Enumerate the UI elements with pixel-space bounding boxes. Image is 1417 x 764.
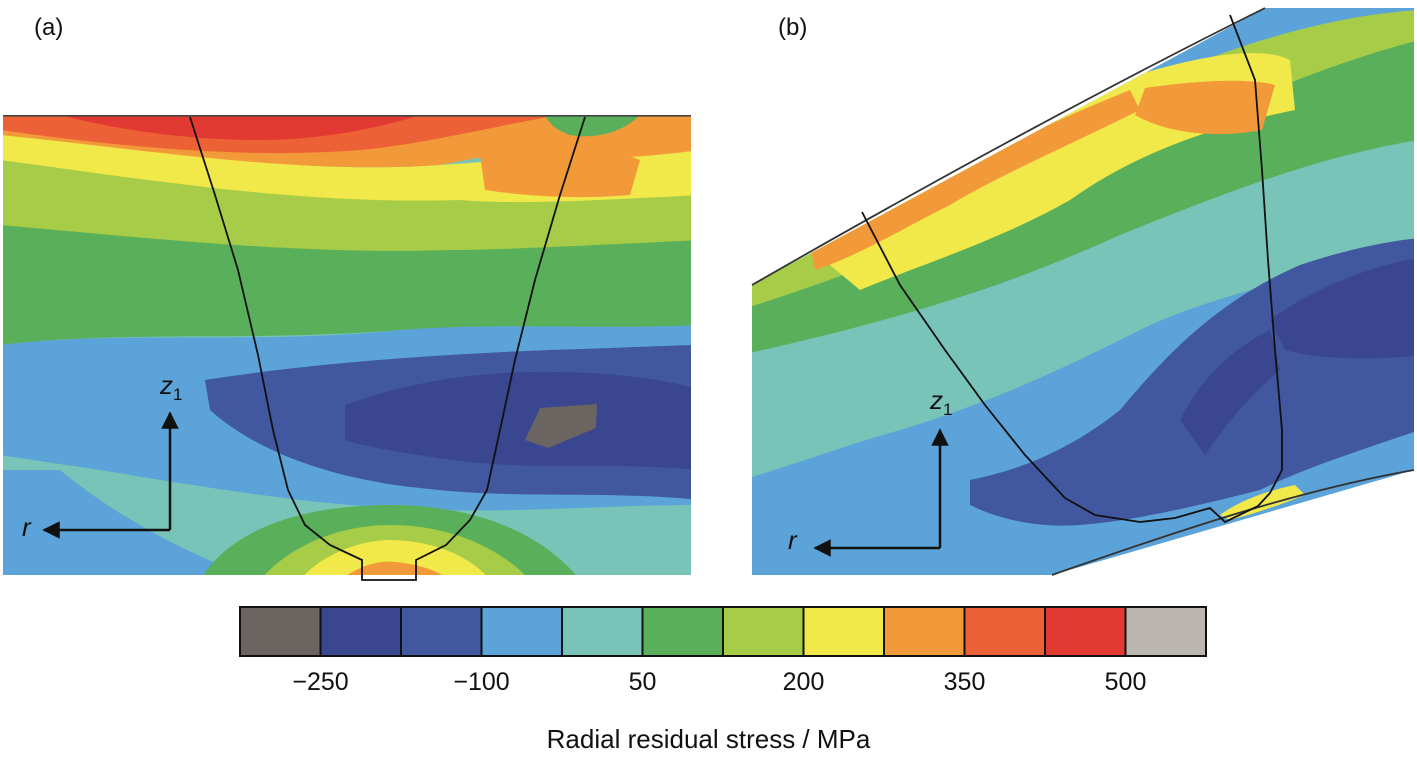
band-dark-blue-mid bbox=[1180, 330, 1280, 455]
colorbar-swatch bbox=[963, 606, 1046, 657]
axis-label-z1-b: z1 bbox=[930, 385, 953, 420]
weld-fusion-line-b bbox=[861, 14, 1283, 524]
weld-orange-lower bbox=[347, 561, 443, 575]
band-dark-blue bbox=[1270, 258, 1414, 359]
weld-fusion-line-a bbox=[189, 116, 586, 581]
colorbar-swatch bbox=[641, 606, 724, 657]
colorbar-swatch bbox=[561, 606, 644, 657]
band-dark-blue bbox=[345, 371, 691, 470]
colorbar-tick-label: 500 bbox=[1104, 668, 1147, 696]
colorbar-swatch bbox=[802, 606, 885, 657]
panel-b-inner-edge bbox=[1051, 469, 1415, 576]
weld-root-yellow bbox=[1220, 485, 1305, 520]
panel-label-b: (b) bbox=[778, 14, 808, 41]
band-orange-patch bbox=[1135, 80, 1275, 135]
colorbar-swatch bbox=[239, 606, 322, 657]
band-orange-patch bbox=[478, 138, 640, 198]
colorbar-swatch bbox=[400, 606, 483, 657]
band-red bbox=[60, 115, 420, 140]
colorbar-tick-label: 350 bbox=[943, 668, 986, 696]
band-gray-patch bbox=[525, 404, 597, 448]
colorbar-swatch bbox=[319, 606, 402, 657]
panel-b-outer-edge bbox=[751, 7, 1266, 286]
colorbar-tick-label: −100 bbox=[453, 668, 510, 696]
coordinate-axes-a bbox=[42, 411, 179, 539]
band-light-blue-lower-left bbox=[3, 470, 246, 575]
band-green-top-right bbox=[545, 115, 640, 137]
axis-label-r-b: r bbox=[788, 525, 797, 555]
panel-label-a: (a) bbox=[34, 14, 64, 41]
band-teal bbox=[752, 120, 1414, 480]
panel-a-frame-top bbox=[3, 115, 691, 117]
colorbar-swatch bbox=[1124, 606, 1207, 657]
coordinate-axes-b bbox=[813, 428, 949, 557]
stress-contour-map-b bbox=[752, 8, 1414, 575]
band-green bbox=[3, 220, 691, 345]
colorbar-tick-label: 200 bbox=[782, 668, 825, 696]
axis-label-r-a: r bbox=[22, 512, 31, 542]
axis-label-z1-a: z1 bbox=[160, 370, 183, 405]
colorbar-swatch bbox=[883, 606, 966, 657]
colorbar bbox=[239, 606, 1207, 657]
colorbar-swatch bbox=[722, 606, 805, 657]
band-orange bbox=[810, 90, 1140, 270]
colorbar-title: Radial residual stress / MPa bbox=[546, 724, 871, 754]
colorbar-tick-label: −250 bbox=[292, 668, 349, 696]
colorbar-swatch bbox=[1044, 606, 1127, 657]
stress-contour-map-a bbox=[3, 115, 691, 575]
colorbar-swatch bbox=[480, 606, 563, 657]
colorbar-tick-label: 50 bbox=[628, 668, 657, 696]
